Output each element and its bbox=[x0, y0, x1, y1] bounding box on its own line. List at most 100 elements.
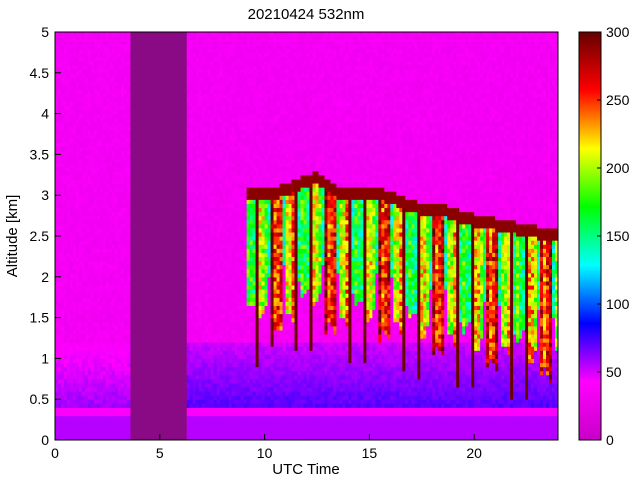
heatmap-cell bbox=[195, 419, 200, 425]
heatmap-cell bbox=[117, 150, 122, 155]
heatmap-cell bbox=[240, 105, 245, 111]
heatmap-cell bbox=[99, 370, 104, 376]
heatmap-cell bbox=[81, 101, 86, 107]
heatmap-cell bbox=[96, 105, 101, 111]
heatmap-cell bbox=[120, 321, 125, 327]
heatmap-cell bbox=[108, 207, 113, 213]
heatmap-cell bbox=[216, 56, 221, 62]
heatmap-cell bbox=[55, 109, 59, 115]
heatmap-cell bbox=[102, 386, 107, 392]
heatmap-cell bbox=[204, 240, 209, 245]
heatmap-cell bbox=[252, 374, 257, 380]
heatmap-cell bbox=[207, 174, 212, 180]
heatmap-cell bbox=[126, 64, 131, 70]
heatmap-cell bbox=[249, 272, 254, 278]
heatmap-cell bbox=[55, 309, 59, 315]
heatmap-cell bbox=[216, 419, 221, 425]
heatmap-cell bbox=[243, 182, 248, 188]
heatmap-cell bbox=[195, 187, 200, 192]
heatmap-cell bbox=[55, 407, 59, 413]
heatmap-cell bbox=[96, 178, 101, 184]
heatmap-cell bbox=[96, 272, 101, 278]
heatmap-cell bbox=[243, 56, 248, 62]
heatmap-cell bbox=[114, 178, 119, 184]
heatmap-cell bbox=[240, 121, 245, 127]
heatmap-cell bbox=[219, 374, 224, 380]
heatmap-cell bbox=[237, 134, 242, 139]
heatmap-cell bbox=[213, 56, 218, 62]
heatmap-cell bbox=[252, 333, 257, 339]
heatmap-cell bbox=[222, 293, 227, 298]
heatmap-cell bbox=[219, 215, 224, 221]
heatmap-cell bbox=[210, 117, 215, 123]
heatmap-cell bbox=[93, 150, 98, 155]
heatmap-cell bbox=[225, 366, 230, 372]
heatmap-cell bbox=[186, 325, 191, 331]
heatmap-cell bbox=[102, 40, 107, 45]
heatmap-cell bbox=[258, 113, 263, 119]
heatmap-cell bbox=[78, 280, 83, 286]
heatmap-cell bbox=[60, 395, 65, 400]
heatmap-cell bbox=[111, 411, 116, 417]
heatmap-cell bbox=[102, 142, 107, 147]
heatmap-cell bbox=[222, 374, 227, 380]
heatmap-cell bbox=[117, 117, 122, 123]
heatmap-cell bbox=[231, 276, 236, 282]
heatmap-cell bbox=[231, 215, 236, 221]
heatmap-cell bbox=[123, 280, 128, 286]
heatmap-cell bbox=[87, 150, 92, 155]
heatmap-cell bbox=[120, 260, 125, 266]
heatmap-cell bbox=[114, 382, 119, 388]
heatmap-cell bbox=[66, 80, 71, 86]
heatmap-cell bbox=[237, 215, 242, 221]
heatmap-cell bbox=[102, 138, 107, 143]
heatmap-cell bbox=[207, 117, 212, 123]
heatmap-cell bbox=[114, 215, 119, 221]
heatmap-cell bbox=[87, 378, 92, 384]
heatmap-cell bbox=[99, 338, 104, 343]
heatmap-cell bbox=[93, 423, 98, 429]
heatmap-cell bbox=[120, 378, 125, 384]
heatmap-cell bbox=[75, 117, 80, 123]
heatmap-cell bbox=[90, 423, 95, 429]
heatmap-cell bbox=[204, 154, 209, 160]
heatmap-cell bbox=[93, 203, 98, 209]
heatmap-cell bbox=[252, 382, 257, 388]
heatmap-cell bbox=[255, 44, 260, 49]
heatmap-cell bbox=[186, 403, 191, 408]
heatmap-cell bbox=[252, 187, 257, 192]
heatmap-cell bbox=[195, 72, 200, 78]
heatmap-cell bbox=[66, 117, 71, 123]
heatmap-cell bbox=[93, 338, 98, 343]
heatmap-cell bbox=[102, 395, 107, 400]
heatmap-cell bbox=[90, 342, 95, 347]
heatmap-cell bbox=[222, 89, 227, 94]
heatmap-cell bbox=[108, 80, 113, 86]
heatmap-cell bbox=[105, 309, 110, 315]
heatmap-cell bbox=[72, 203, 77, 209]
heatmap-cell bbox=[246, 317, 251, 323]
heatmap-cell bbox=[210, 256, 215, 262]
heatmap-cell bbox=[78, 378, 83, 384]
heatmap-cell bbox=[207, 386, 212, 392]
heatmap-cell bbox=[60, 342, 65, 347]
heatmap-cell bbox=[108, 129, 113, 135]
heatmap-cell bbox=[123, 44, 128, 49]
heatmap-cell bbox=[255, 244, 260, 249]
heatmap-cell bbox=[198, 93, 203, 98]
heatmap-cell bbox=[81, 338, 86, 343]
heatmap-cell bbox=[198, 313, 203, 319]
heatmap-cell bbox=[237, 317, 242, 323]
heatmap-cell bbox=[99, 60, 104, 66]
heatmap-cell bbox=[243, 227, 248, 233]
heatmap-cell bbox=[198, 182, 203, 188]
heatmap-cell bbox=[84, 264, 89, 270]
heatmap-cell bbox=[237, 403, 242, 408]
heatmap-cell bbox=[105, 423, 110, 429]
heatmap-cell bbox=[123, 248, 128, 253]
heatmap-cell bbox=[90, 305, 95, 311]
heatmap-cell bbox=[216, 297, 221, 302]
heatmap-cell bbox=[84, 305, 89, 311]
heatmap-cell bbox=[237, 109, 242, 115]
heatmap-cell bbox=[66, 101, 71, 107]
